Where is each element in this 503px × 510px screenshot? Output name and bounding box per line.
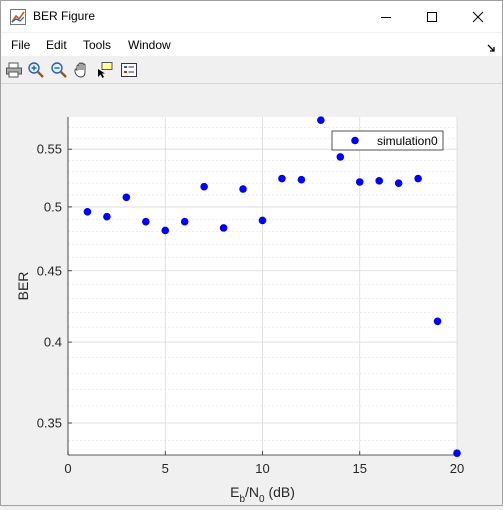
data-point <box>258 216 267 225</box>
data-point <box>394 179 403 187</box>
data-cursor-icon[interactable] <box>95 60 115 80</box>
data-point <box>317 116 325 124</box>
legend-marker <box>351 136 359 145</box>
close-icon <box>472 11 484 22</box>
data-point <box>180 217 189 226</box>
x-tick-label: 10 <box>255 461 269 476</box>
y-tick-label: 0.55 <box>37 142 62 157</box>
x-axis-label: Eb/N0 (dB) <box>230 484 295 505</box>
toolbar <box>1 57 502 84</box>
data-point <box>161 226 170 235</box>
data-point <box>239 185 247 193</box>
data-point <box>297 175 306 184</box>
matlab-figure-icon <box>10 9 26 25</box>
y-tick-label: 0.45 <box>37 263 62 278</box>
x-tick-label: 15 <box>353 461 367 476</box>
data-point <box>453 449 461 457</box>
data-point <box>142 217 150 226</box>
data-point <box>122 193 131 202</box>
dock-arrow-icon[interactable] <box>486 40 496 52</box>
menu-window[interactable]: Window <box>128 38 171 52</box>
x-tick-label: 5 <box>162 461 169 476</box>
menu-edit[interactable]: Edit <box>46 38 67 52</box>
minimize-icon <box>381 16 391 18</box>
close-button[interactable] <box>455 1 501 32</box>
data-point <box>336 153 345 161</box>
minimize-button[interactable] <box>363 1 409 32</box>
figure-canvas: 0 5 10 15 20 0.35 0.4 0.45 0.5 0.55 Eb/N0 (dB) BER s… <box>1 84 502 505</box>
maximize-icon <box>427 11 437 22</box>
pan-hand-icon[interactable] <box>72 60 92 80</box>
menu-tools[interactable]: Tools <box>83 38 112 52</box>
x-tick-label: 0 <box>64 461 71 476</box>
menu-file[interactable]: File <box>11 38 31 52</box>
legend[interactable]: simulation0 <box>331 130 444 151</box>
data-point <box>375 177 384 185</box>
data-point <box>433 317 442 326</box>
y-axis-label: BER <box>15 272 31 301</box>
title-bar: BER Figure <box>1 1 502 32</box>
data-point <box>414 174 422 183</box>
data-point <box>200 182 208 191</box>
y-tick-label: 0.4 <box>44 335 62 350</box>
data-point <box>219 224 228 232</box>
maximize-button[interactable] <box>409 1 455 32</box>
y-tick-label: 0.35 <box>37 416 62 431</box>
legend-label: simulation0 <box>377 134 438 148</box>
print-icon[interactable] <box>4 60 24 80</box>
data-point <box>278 174 286 183</box>
zoom-in-icon[interactable] <box>26 60 46 80</box>
data-point <box>355 178 364 186</box>
window-title: BER Figure <box>33 9 96 23</box>
ber-chart[interactable]: 0 5 10 15 20 0.35 0.4 0.45 0.5 0.55 Eb/N0 (dB) BER s… <box>1 84 502 505</box>
x-tick-label: 20 <box>450 461 464 476</box>
zoom-out-icon[interactable] <box>49 60 69 80</box>
y-tick-label: 0.5 <box>44 199 62 214</box>
legend-icon[interactable] <box>119 60 139 80</box>
data-point <box>103 212 111 221</box>
data-point <box>83 207 92 216</box>
menu-bar: File Edit Tools Window <box>1 33 502 56</box>
